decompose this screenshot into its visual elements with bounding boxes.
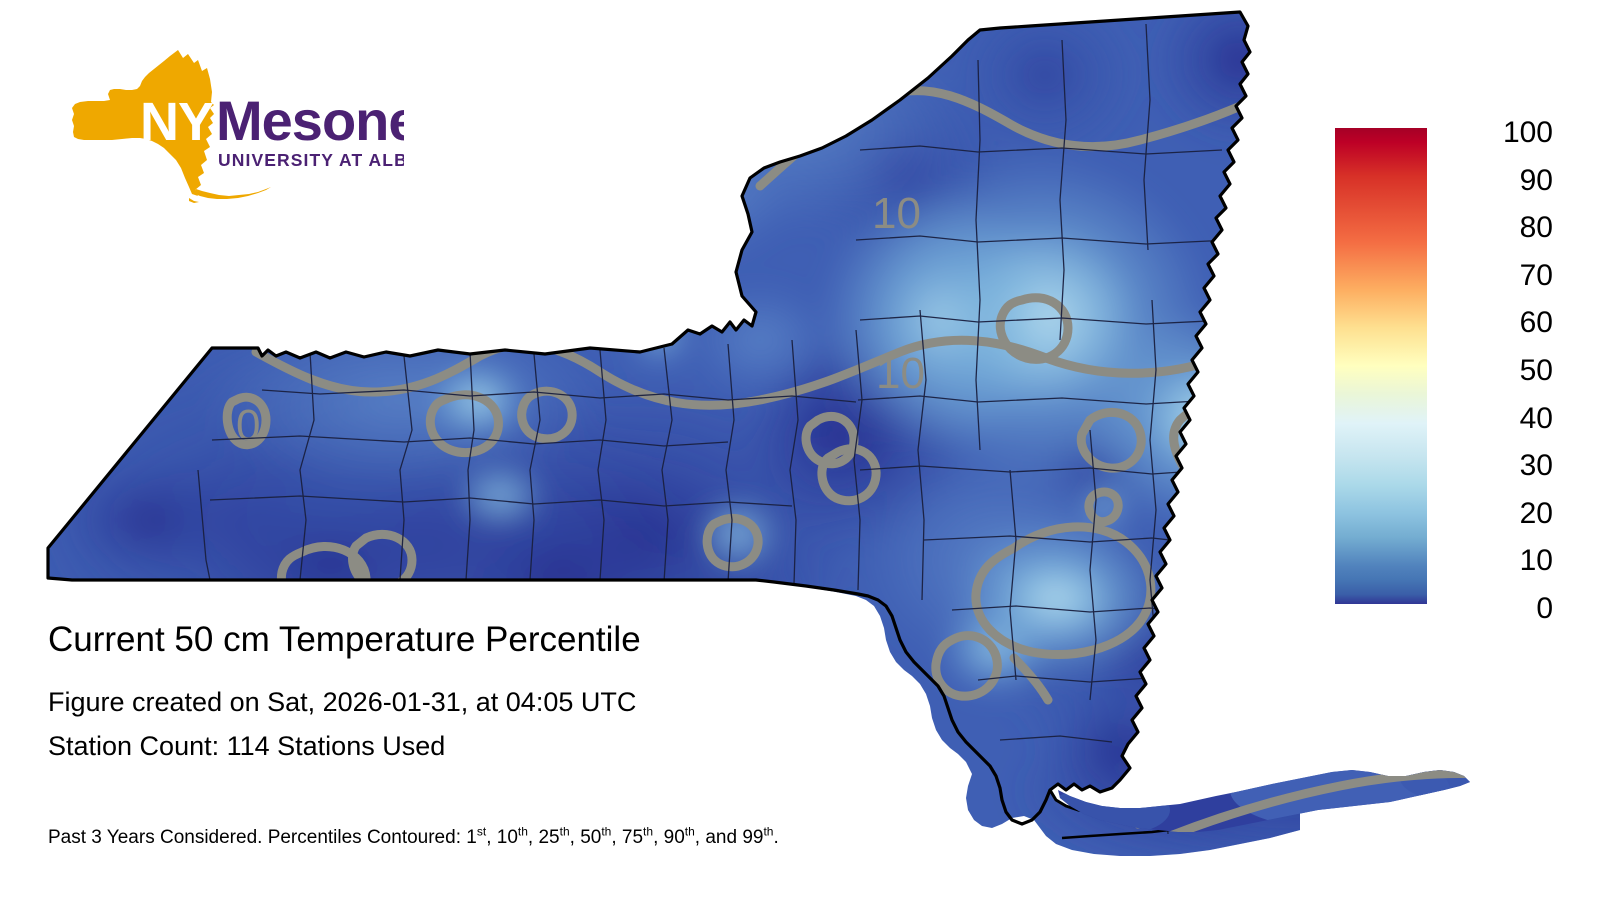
contour-label-10-central: 10 — [876, 349, 925, 398]
footnote-levels: 1st, 10th, 25th, 50th, 75th, 90th, and 9… — [466, 824, 779, 848]
colorbar-tick-60: 60 — [1519, 306, 1553, 340]
logo-text-subtitle: UNIVERSITY AT ALBANY — [218, 150, 404, 170]
colorbar-tick-80: 80 — [1519, 211, 1553, 245]
new-york-state-percentile-map: 10 10 0 — [46, 10, 1300, 856]
logo-state-shape — [72, 50, 271, 203]
colorbar-tick-70: 70 — [1519, 258, 1553, 292]
figure-created-timestamp: Figure created on Sat, 2026-01-31, at 04… — [48, 687, 637, 717]
logo-text-nys: NYS — [140, 92, 248, 152]
colorbar-tick-20: 20 — [1519, 496, 1553, 530]
figure-title: Current 50 cm Temperature Percentile — [48, 620, 641, 659]
percentile-footnote: Past 3 Years Considered. Percentiles Con… — [48, 826, 779, 850]
colorbar-tick-30: 30 — [1519, 449, 1553, 483]
colorbar-tick-90: 90 — [1519, 163, 1553, 197]
county-boundaries — [197, 23, 1231, 835]
colorbar-tick-50: 50 — [1519, 354, 1553, 387]
colorbar-tick-100: 100 — [1502, 116, 1553, 149]
colorbar-tick-10: 10 — [1519, 544, 1553, 578]
colorbar-tick-0: 0 — [1536, 592, 1553, 625]
caption-block: Current 50 cm Temperature Percentile Fig… — [48, 618, 1098, 768]
colorbar-tick-40: 40 — [1519, 401, 1553, 435]
logo-text-mesonet: Mesonet — [216, 89, 404, 152]
contour-label-10-north: 10 — [872, 189, 921, 238]
nys-mesonet-logo: NYS Mesonet UNIVERSITY AT ALBANY — [52, 44, 404, 214]
long-island-fill — [1058, 770, 1470, 832]
contour-label-0-west: 0 — [236, 401, 260, 450]
percentile-colorbar: 100 90 80 70 60 50 40 30 20 10 0 — [1335, 116, 1565, 624]
footnote-prefix: Past 3 Years Considered. Percentiles Con… — [48, 827, 467, 848]
contour-labels: 10 10 0 — [236, 189, 925, 450]
station-count-label: Station Count: 114 Stations Used — [48, 731, 446, 761]
colorbar-gradient — [1335, 128, 1427, 604]
colorbar-tick-labels: 100 90 80 70 60 50 40 30 20 10 0 — [1435, 116, 1563, 624]
